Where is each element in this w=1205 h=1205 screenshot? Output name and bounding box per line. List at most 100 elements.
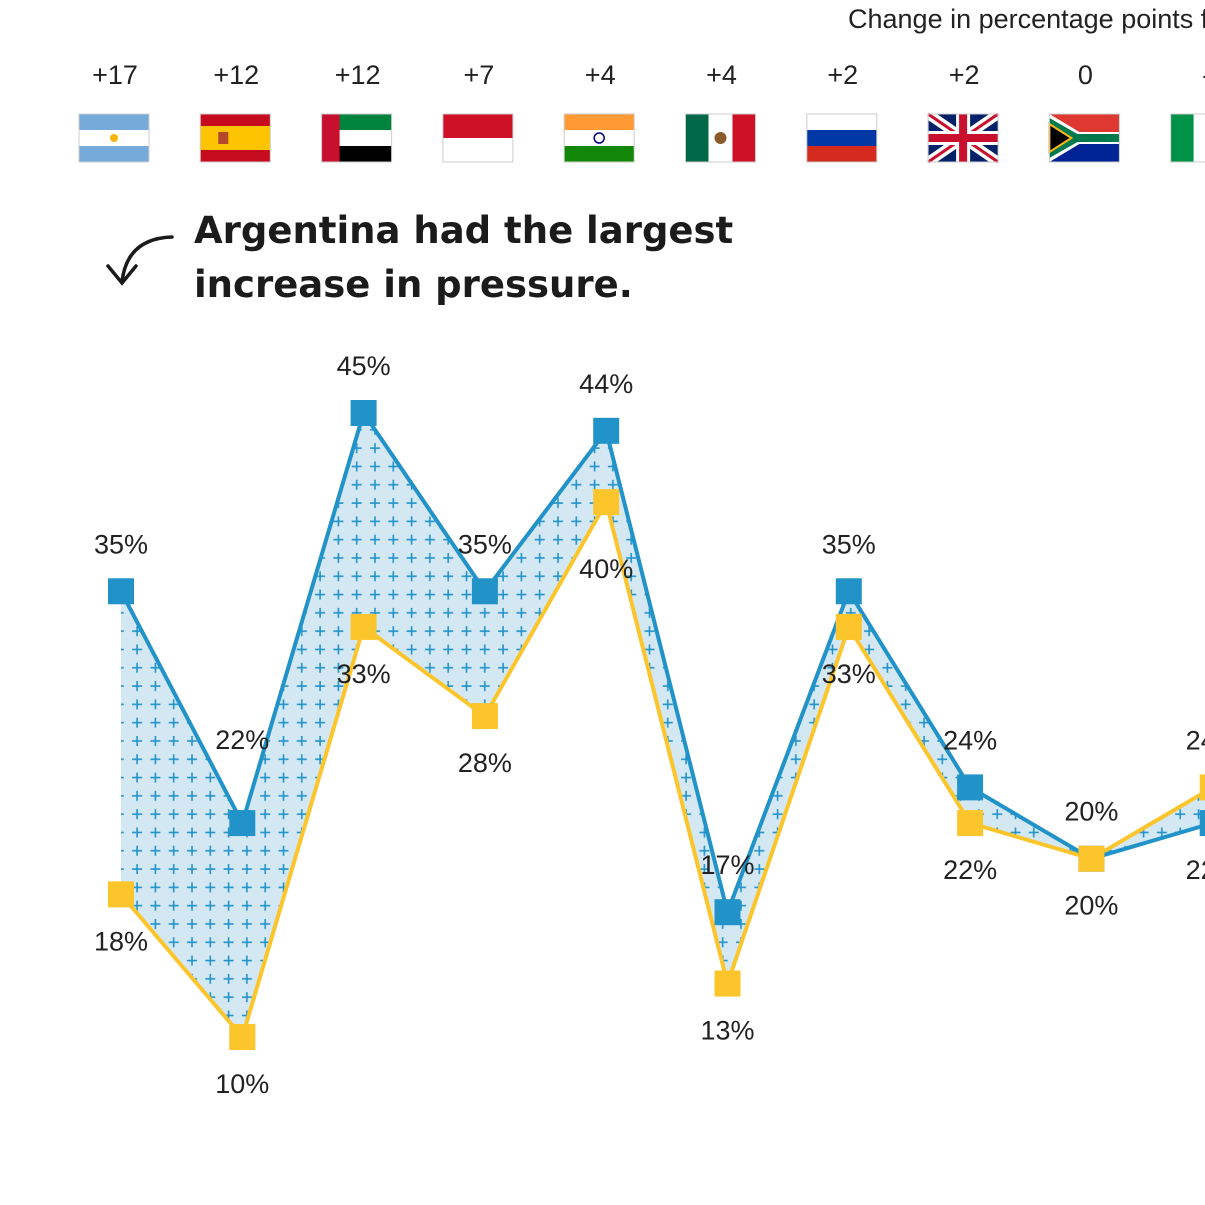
flag-border	[442, 113, 514, 163]
data-marker	[1199, 810, 1205, 837]
change-label: +2	[949, 60, 980, 90]
change-label: +4	[585, 60, 616, 90]
flag-part	[806, 146, 877, 162]
data-marker	[350, 400, 377, 426]
flag-border	[927, 113, 999, 163]
flag-part	[714, 132, 727, 144]
data-label: 22%	[215, 725, 269, 755]
change-label: +12	[335, 60, 381, 90]
flag-part	[79, 114, 149, 130]
data-marker	[714, 970, 741, 997]
flag-border	[563, 113, 635, 163]
flag-part	[200, 114, 271, 126]
data-marker	[835, 578, 862, 605]
change-label: -	[1202, 60, 1205, 90]
flag-border	[1170, 113, 1205, 163]
annotation: Argentina had the largest increase in pr…	[106, 209, 733, 306]
flag-part	[442, 114, 513, 138]
data-label: 17%	[700, 850, 754, 880]
flag-border	[199, 113, 271, 163]
data-label: 10%	[215, 1069, 269, 1099]
series-line	[119, 408, 1205, 919]
flag-italy	[1170, 113, 1205, 163]
flag-part	[79, 146, 149, 162]
data-label: 24%	[1186, 725, 1205, 755]
flag-indonesia	[442, 113, 514, 163]
flag-part	[218, 132, 229, 144]
data-marker	[108, 578, 134, 605]
flag-border	[685, 113, 756, 163]
data-label: 33%	[822, 659, 876, 689]
data-marker	[229, 810, 256, 837]
data-label: 20%	[1064, 797, 1118, 827]
annotation-line-1: Argentina had the largest	[194, 209, 733, 252]
data-marker	[229, 1024, 256, 1050]
data-label: 18%	[94, 926, 148, 956]
flag-part	[1193, 114, 1205, 162]
flag-part	[732, 114, 756, 162]
data-label: 22%	[943, 855, 997, 885]
flag-argentina	[78, 113, 150, 163]
change-label: +17	[92, 60, 138, 90]
series-line	[119, 496, 1205, 1042]
flag-border	[1048, 113, 1120, 163]
data-marker	[593, 489, 620, 516]
flag-uk	[925, 109, 1001, 167]
data-marker	[1199, 774, 1205, 801]
flag-part	[200, 126, 271, 150]
data-label: 28%	[458, 748, 512, 778]
data-marker	[957, 774, 984, 801]
flag-south-africa	[1048, 113, 1120, 163]
flag-mexico	[685, 113, 756, 163]
chart-header: Change in percentage points from 2	[848, 4, 1205, 34]
flag-india	[563, 113, 635, 163]
flag-part	[806, 130, 877, 146]
flag-uae	[321, 113, 393, 163]
change-label: +12	[213, 60, 259, 90]
flag-part	[685, 114, 709, 162]
flag-part	[806, 114, 877, 130]
flag-part	[321, 114, 340, 162]
flag-border	[806, 113, 878, 163]
change-label: +2	[827, 60, 858, 90]
data-marker	[108, 881, 134, 908]
data-label: 40%	[579, 554, 633, 584]
flag-part	[593, 132, 605, 144]
data-marker	[1078, 845, 1105, 872]
data-label: 33%	[337, 659, 391, 689]
flag-part	[928, 134, 999, 142]
flag-part	[564, 146, 635, 162]
flag-part	[1049, 118, 1120, 158]
flag-spain	[199, 113, 271, 163]
data-label: 35%	[822, 529, 876, 559]
change-label: 0	[1078, 60, 1093, 90]
data-label: 13%	[700, 1016, 754, 1046]
data-label: 45%	[337, 351, 391, 381]
flag-part	[1170, 114, 1194, 162]
data-label: 35%	[458, 529, 512, 559]
data-marker	[835, 613, 862, 640]
flag-border	[78, 113, 150, 163]
data-marker	[471, 578, 498, 605]
data-label: 20%	[1064, 891, 1118, 921]
arrow-icon	[106, 235, 174, 286]
data-label: 22%	[1186, 855, 1205, 885]
data-marker	[350, 613, 377, 640]
change-label: +7	[464, 60, 495, 90]
data-marker	[593, 417, 620, 444]
data-label: 24%	[943, 725, 997, 755]
flag-part	[442, 138, 513, 162]
flag-part	[200, 150, 271, 162]
data-marker	[957, 810, 984, 837]
data-label: 44%	[579, 369, 633, 399]
flag-part	[564, 130, 635, 146]
flag-russia	[806, 113, 878, 163]
flag-part	[110, 134, 118, 142]
flag-part	[564, 114, 635, 130]
flag-border	[321, 113, 393, 163]
data-marker	[714, 899, 741, 926]
data-label: 35%	[94, 529, 148, 559]
annotation-line-2: increase in pressure.	[194, 263, 633, 306]
change-label: +4	[706, 60, 737, 90]
